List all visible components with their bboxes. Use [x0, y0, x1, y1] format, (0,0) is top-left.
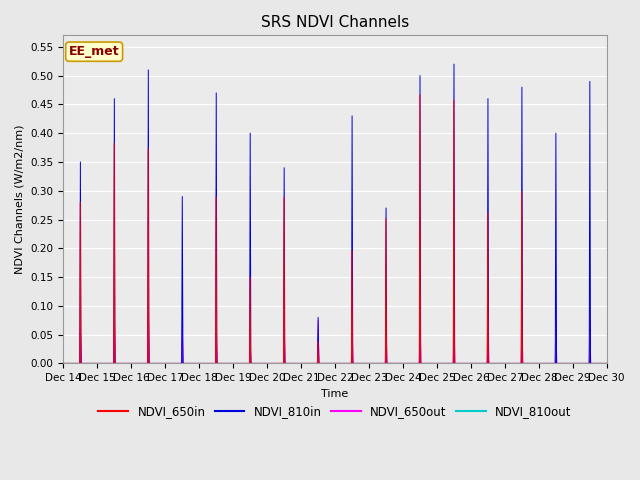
- Title: SRS NDVI Channels: SRS NDVI Channels: [261, 15, 409, 30]
- Y-axis label: NDVI Channels (W/m2/nm): NDVI Channels (W/m2/nm): [15, 125, 25, 274]
- Legend: NDVI_650in, NDVI_810in, NDVI_650out, NDVI_810out: NDVI_650in, NDVI_810in, NDVI_650out, NDV…: [94, 401, 577, 423]
- X-axis label: Time: Time: [321, 389, 349, 399]
- Text: EE_met: EE_met: [69, 45, 120, 58]
